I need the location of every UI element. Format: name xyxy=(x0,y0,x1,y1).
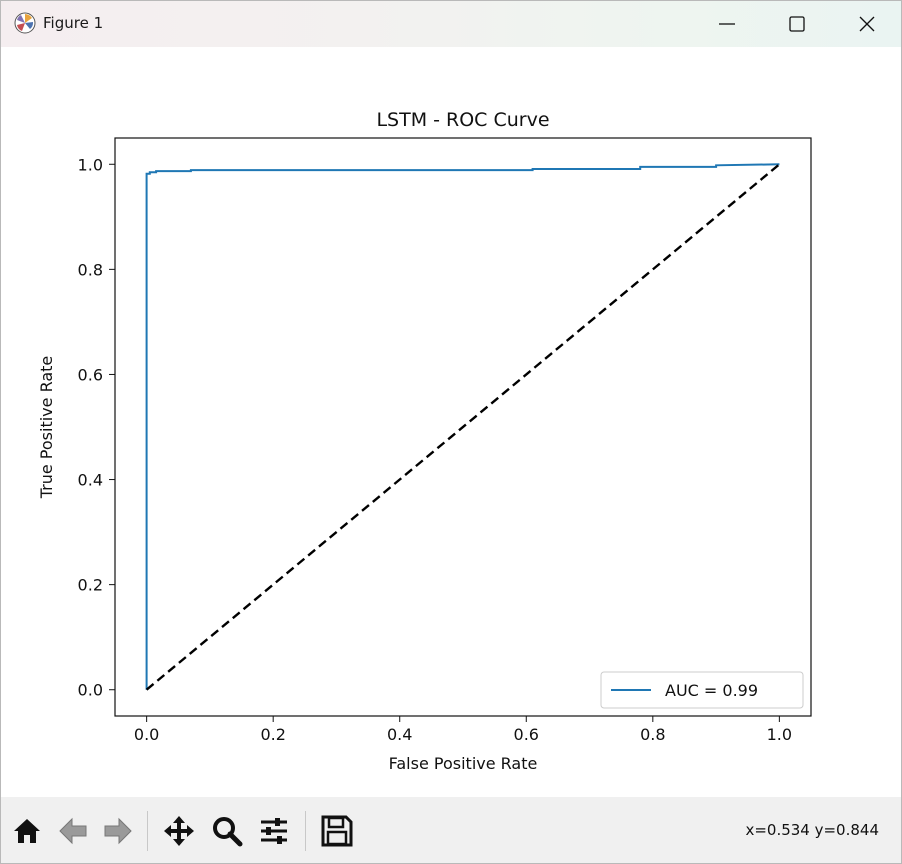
pan-button[interactable] xyxy=(159,811,199,851)
x-tick-label: 0.8 xyxy=(640,725,665,744)
legend-box xyxy=(600,671,804,709)
magnifier-icon xyxy=(213,817,243,847)
back-button[interactable] xyxy=(53,811,93,851)
minimize-button[interactable] xyxy=(692,1,762,47)
forward-button[interactable] xyxy=(98,811,138,851)
roc-chart: LSTM - ROC Curve 0.0 0.2 0.4 0.6 0.8 1.0 0.0 0.2… xyxy=(37,109,812,773)
legend-label: AUC = 0.99 xyxy=(665,681,758,700)
y-axis-label: True Positive Rate xyxy=(37,356,56,500)
x-tick-label: 0.4 xyxy=(387,725,412,744)
y-tick-label: 0.4 xyxy=(78,471,103,490)
x-tick-label: 0.0 xyxy=(134,725,159,744)
home-icon xyxy=(14,819,40,843)
x-tick-label: 1.0 xyxy=(767,725,792,744)
maximize-icon xyxy=(789,16,805,32)
arrow-left-icon xyxy=(59,817,87,845)
navigation-toolbar: x=0.534 y=0.844 xyxy=(1,797,901,863)
close-button[interactable] xyxy=(832,1,902,47)
x-tick-label: 0.6 xyxy=(514,725,539,744)
title-bar[interactable]: Figure 1 xyxy=(1,1,901,47)
axes-frame xyxy=(114,137,812,717)
y-tick-label: 1.0 xyxy=(78,155,103,174)
cursor-coordinates: x=0.534 y=0.844 xyxy=(745,821,879,839)
floppy-disk-icon xyxy=(321,815,353,847)
zoom-button[interactable] xyxy=(207,811,247,851)
matplotlib-logo-icon xyxy=(14,12,36,34)
y-tick-label: 0.6 xyxy=(78,365,103,384)
toolbar-separator xyxy=(147,811,148,851)
maximize-button[interactable] xyxy=(762,1,832,47)
arrow-right-icon xyxy=(104,817,132,845)
configure-subplots-button[interactable] xyxy=(254,811,294,851)
x-axis-label: False Positive Rate xyxy=(389,754,538,773)
home-button[interactable] xyxy=(7,811,47,851)
y-tick-label: 0.2 xyxy=(78,576,103,595)
toolbar-separator xyxy=(305,811,306,851)
roc-curve-line xyxy=(145,163,780,690)
move-arrows-icon xyxy=(164,816,194,846)
diagonal-reference-line xyxy=(145,163,781,691)
y-tick-label: 0.0 xyxy=(78,681,103,700)
minimize-icon xyxy=(719,23,735,25)
chart-title: LSTM - ROC Curve xyxy=(376,109,549,131)
window-title: Figure 1 xyxy=(43,14,104,32)
close-icon xyxy=(859,16,875,32)
y-tick-label: 0.8 xyxy=(78,260,103,279)
sliders-icon xyxy=(261,818,287,844)
figure-canvas[interactable]: LSTM - ROC Curve 0.0 0.2 0.4 0.6 0.8 1.0 0.0 0.2… xyxy=(1,47,901,797)
x-tick-label: 0.2 xyxy=(260,725,285,744)
save-button[interactable] xyxy=(317,811,357,851)
